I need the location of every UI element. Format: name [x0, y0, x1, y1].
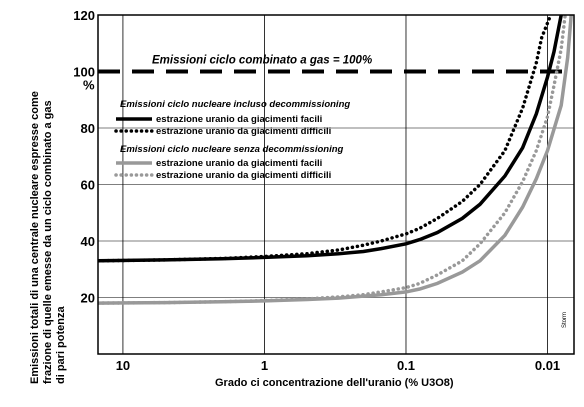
- x-tick-label-2: 0.1: [397, 358, 415, 373]
- legend-entry-senza-difficili: estrazione uranio da giacimenti difficil…: [156, 170, 331, 181]
- legend-entry-incluso-facili: estrazione uranio da giacimenti facili: [156, 114, 322, 125]
- series-line-0: [98, 15, 563, 263]
- plot-frame: [97, 14, 575, 355]
- y-tick-label-2: 60: [81, 178, 95, 193]
- tick-labels: 10 1 0.1 0.01 20 40 60 80 100 120: [73, 8, 560, 373]
- y-tick-label-4: 100: [73, 65, 95, 80]
- x-axis-label: Grado ci concentrazione dell'uranio (% U…: [215, 377, 454, 389]
- reference-line-label: Emissioni ciclo combinato a gas = 100%: [152, 55, 372, 67]
- y-tick-label-1: 40: [81, 234, 95, 249]
- y-axis-label-line-3: di pari potenza: [55, 306, 67, 385]
- series-line-3: [98, 15, 567, 305]
- legend-heading-incluso: Emissioni ciclo nucleare incluso decommi…: [120, 99, 350, 110]
- y-tick-label-5: 120: [73, 8, 95, 23]
- x-tick-label-0: 10: [116, 358, 130, 373]
- legend-entry-senza-facili: estrazione uranio da giacimenti facili: [156, 158, 322, 169]
- author-signature: Storm: [562, 312, 568, 328]
- series-line-1: [98, 15, 553, 263]
- legend: Emissioni ciclo nucleare incluso decommi…: [114, 99, 350, 181]
- legend-entry-incluso-difficili: estrazione uranio da giacimenti difficil…: [156, 126, 331, 137]
- legend-heading-senza: Emissioni ciclo nucleare senza decommiss…: [120, 144, 344, 155]
- x-tick-label-3: 0.01: [535, 358, 560, 373]
- y-axis-label-line-2: frazione di quelle emesse da un ciclo co…: [42, 100, 54, 384]
- y-unit-label: %: [83, 78, 95, 93]
- x-tick-label-1: 1: [261, 358, 268, 373]
- y-tick-label-0: 20: [81, 291, 95, 306]
- y-axis-label-line-1: Emissioni totali di una centrale nuclear…: [29, 91, 41, 384]
- series-group: [98, 15, 573, 305]
- y-axis-label: Emissioni totali di una centrale nuclear…: [29, 91, 67, 384]
- y-tick-label-3: 80: [81, 121, 95, 136]
- reference-line-group: Emissioni ciclo combinato a gas = 100%: [98, 55, 574, 74]
